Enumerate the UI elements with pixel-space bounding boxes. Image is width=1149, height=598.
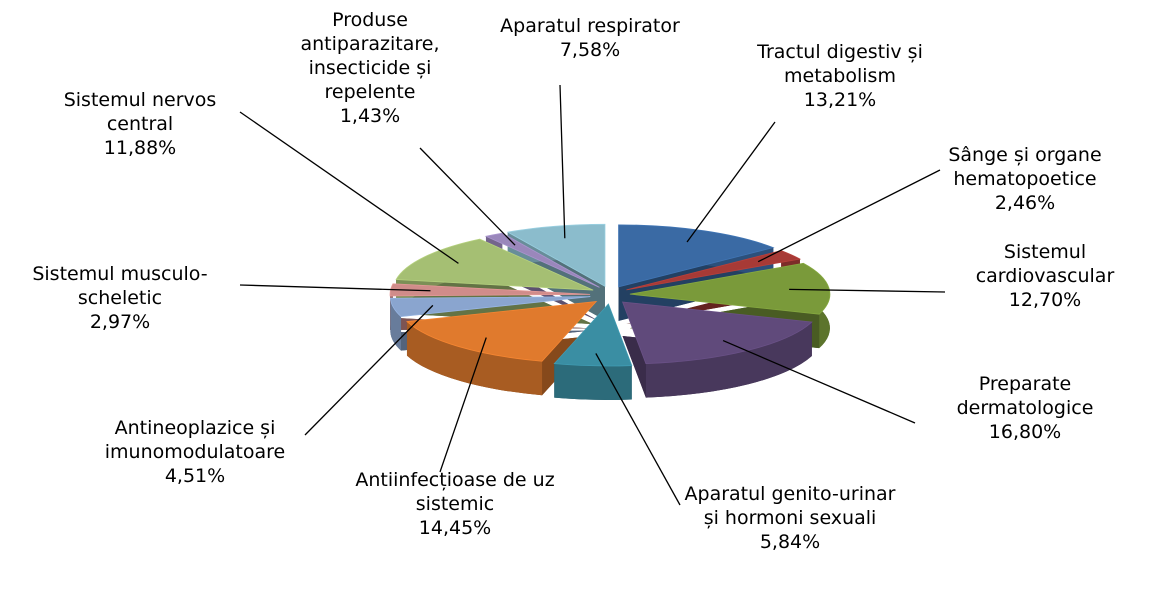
slice: [389, 296, 591, 318]
value-label: 12,70%: [1008, 289, 1082, 311]
value-label: 7,58%: [559, 39, 621, 61]
value-label: 1,43%: [339, 105, 401, 127]
leader-line: [419, 147, 516, 246]
category-label: Sistemul cardiovascular: [975, 241, 1115, 287]
category-label: Antiinfecțioase de uz sistemic: [355, 469, 555, 515]
slice: [395, 238, 594, 291]
category-label: Aparatul genito-urinar și hormoni sexual…: [684, 483, 896, 529]
leader-line: [559, 84, 566, 239]
category-label: Preparate dermatologice: [956, 373, 1094, 419]
leader-line: [722, 339, 916, 424]
data-label: Aparatul genito-urinar și hormoni sexual…: [675, 482, 905, 554]
leader-line: [304, 304, 434, 436]
leader-line: [439, 337, 487, 473]
slice-side: [554, 363, 632, 400]
slice: [484, 232, 600, 288]
data-label: Sistemul nervos central 11,88%: [30, 88, 250, 160]
data-label: Aparatul respirator 7,58%: [460, 14, 720, 62]
slice: [406, 301, 598, 362]
data-label: Preparate dermatologice 16,80%: [930, 372, 1120, 444]
category-label: Aparatul respirator: [500, 15, 680, 37]
data-label: Antineoplazice și imunomodulatoare 4,51%: [75, 416, 315, 488]
data-label: Sânge și organe hematopoetice 2,46%: [920, 143, 1130, 215]
leader-line: [686, 121, 776, 243]
data-label: Tractul digestiv și metabolism 13,21%: [720, 40, 960, 112]
value-label: 11,88%: [103, 137, 177, 159]
slice-side: [406, 321, 543, 396]
leader-line: [757, 169, 941, 263]
category-label: Tractul digestiv și metabolism: [757, 41, 923, 87]
slice: [629, 262, 831, 315]
leader-line: [595, 353, 681, 506]
slice: [618, 224, 775, 288]
category-label: Sânge și organe hematopoetice: [948, 144, 1102, 190]
value-label: 4,51%: [164, 465, 226, 487]
data-label: Sistemul musculo-scheletic 2,97%: [5, 262, 235, 334]
value-label: 14,45%: [418, 517, 492, 539]
category-label: Sistemul nervos central: [63, 89, 217, 135]
slice: [621, 301, 813, 364]
slice: [506, 223, 606, 287]
leader-line: [789, 288, 946, 293]
value-label: 2,97%: [89, 311, 151, 333]
data-label: Antiinfecțioase de uz sistemic 14,45%: [340, 468, 570, 540]
value-label: 16,80%: [988, 421, 1062, 443]
data-label: Produse antiparazitare, insecticide și r…: [275, 8, 465, 128]
slice-side: [645, 322, 812, 398]
category-label: Produse antiparazitare, insecticide și r…: [300, 9, 440, 103]
value-label: 5,84%: [759, 531, 821, 553]
slice-side: [390, 298, 402, 351]
value-label: 13,21%: [803, 89, 877, 111]
leader-line: [239, 111, 459, 264]
data-label: Sistemul cardiovascular 12,70%: [940, 240, 1149, 312]
leader-line: [239, 284, 431, 292]
category-label: Sistemul musculo-scheletic: [32, 263, 208, 309]
value-label: 2,46%: [994, 192, 1056, 214]
slice: [553, 303, 633, 367]
category-label: Antineoplazice și imunomodulatoare: [104, 417, 286, 463]
